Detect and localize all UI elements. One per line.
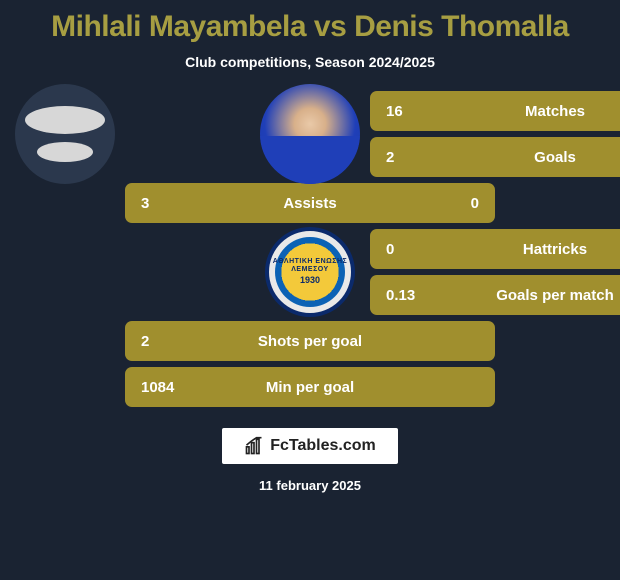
- stat-row: 2 Goals 0: [370, 137, 620, 177]
- stat-label: Goals: [444, 149, 620, 166]
- stat-label: Assists: [199, 195, 421, 212]
- comparison-card: Mihlali Mayambela vs Denis Thomalla Club…: [0, 0, 620, 580]
- stat-row: 1084 Min per goal: [125, 367, 495, 407]
- stat-left-value: 3: [129, 195, 199, 212]
- left-avatar-cell: [15, 88, 115, 180]
- stat-row: 2 Shots per goal: [125, 321, 495, 361]
- avatar-placeholder-oval: [37, 142, 93, 162]
- empty-cell: [505, 180, 605, 226]
- avatar-placeholder-oval: [25, 106, 105, 134]
- crest-label: ΑΘΛΗΤΙΚΗ ΕΝΩΣΗΣ ΛΕΜΕΣΟΥ: [269, 258, 351, 273]
- generated-date: 11 february 2025: [259, 478, 361, 493]
- stat-row: 3 Assists 0: [125, 183, 495, 223]
- stat-left-value: 1084: [129, 379, 199, 396]
- player-left-crest: [20, 227, 110, 317]
- site-brand-text: FcTables.com: [270, 437, 376, 455]
- stat-label: Hattricks: [444, 241, 620, 258]
- left-crest-cell: [15, 226, 115, 318]
- player-right-crest: ΑΘΛΗΤΙΚΗ ΕΝΩΣΗΣ ΛΕΜΕΣΟΥ 1930: [265, 227, 355, 317]
- right-avatar-cell: [260, 88, 360, 180]
- stat-row: 0 Hattricks 0: [370, 229, 620, 269]
- subtitle: Club competitions, Season 2024/2025: [185, 54, 435, 70]
- stat-label: Min per goal: [199, 379, 421, 396]
- stat-label: Shots per goal: [199, 333, 421, 350]
- stat-label: Goals per match: [444, 287, 620, 304]
- stat-left-value: 2: [374, 149, 444, 166]
- stat-row: 0.13 Goals per match: [370, 275, 620, 315]
- empty-cell: [15, 364, 115, 410]
- right-crest-cell: ΑΘΛΗΤΙΚΗ ΕΝΩΣΗΣ ΛΕΜΕΣΟΥ 1930: [260, 226, 360, 318]
- page-title: Mihlali Mayambela vs Denis Thomalla: [51, 10, 569, 44]
- stat-row: 16 Matches 3: [370, 91, 620, 131]
- site-brand-link[interactable]: FcTables.com: [222, 428, 398, 464]
- empty-cell: [15, 180, 115, 226]
- stat-left-value: 16: [374, 103, 444, 120]
- crest-year: 1930: [300, 276, 320, 286]
- player-right-avatar: [260, 84, 360, 184]
- stat-left-value: 0: [374, 241, 444, 258]
- stat-right-value: 0: [421, 195, 491, 212]
- player-left-avatar: [15, 84, 115, 184]
- empty-cell: [505, 364, 605, 410]
- stat-label: Matches: [444, 103, 620, 120]
- stats-grid: 16 Matches 3 2 Goals 0 3 Assists 0 0 Hat…: [10, 88, 610, 410]
- chart-icon: [244, 436, 264, 456]
- stat-left-value: 0.13: [374, 287, 444, 304]
- stat-left-value: 2: [129, 333, 199, 350]
- empty-cell: [505, 318, 605, 364]
- empty-cell: [15, 318, 115, 364]
